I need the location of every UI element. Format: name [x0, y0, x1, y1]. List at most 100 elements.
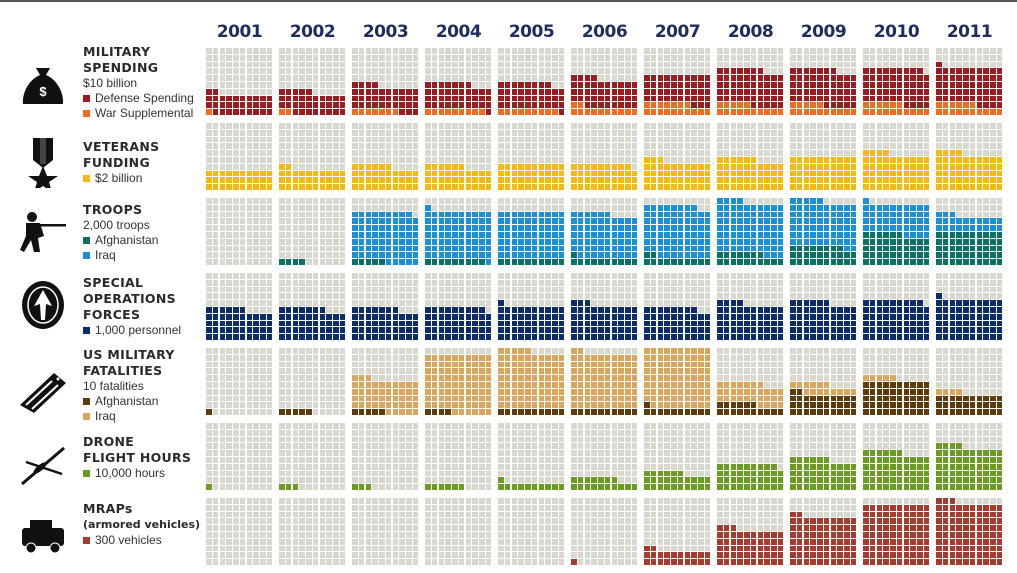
waffle-cell-filled	[591, 177, 597, 184]
waffle-cell-filled	[498, 225, 504, 231]
waffle-cell-filled	[956, 170, 962, 177]
waffle-cell-empty	[996, 273, 1003, 279]
waffle-cell-filled	[538, 232, 545, 238]
waffle-cell-empty	[279, 368, 285, 375]
waffle-cell-empty	[333, 245, 339, 252]
waffle-cell-filled	[545, 177, 551, 184]
waffle-cell-empty	[339, 198, 346, 204]
legend-swatch	[83, 110, 90, 117]
waffle-cell-empty	[445, 293, 451, 300]
waffle-cell-filled	[604, 177, 611, 184]
waffle-cell-filled	[531, 245, 538, 252]
waffle-cell-empty	[246, 232, 253, 238]
legend-label: Iraq	[95, 409, 116, 423]
waffle-cell-empty	[917, 123, 923, 129]
waffle-cell-empty	[399, 286, 405, 293]
waffle-cell-filled	[452, 238, 458, 245]
waffle-cell-filled	[518, 238, 524, 245]
waffle-cell-filled	[631, 313, 638, 320]
waffle-cell-empty	[552, 150, 558, 156]
waffle-cell-empty	[285, 361, 292, 368]
waffle-cell-empty	[285, 395, 292, 402]
waffle-cell-filled	[219, 184, 226, 190]
waffle-cell-empty	[239, 48, 246, 54]
waffle-cell-filled	[936, 150, 942, 156]
waffle-cell-empty	[266, 361, 273, 368]
waffle-cell-filled	[577, 313, 584, 320]
waffle-cell-filled	[625, 109, 631, 115]
waffle-cell-filled	[657, 82, 664, 88]
waffle-cell-filled	[233, 327, 239, 334]
waffle-cell-empty	[233, 82, 239, 88]
waffle-cell-filled	[379, 177, 385, 184]
waffle-cell-filled	[796, 245, 803, 252]
waffle-cell-empty	[233, 48, 239, 54]
waffle-cell-empty	[598, 279, 604, 286]
waffle-cell-empty	[737, 54, 743, 61]
waffle-cell-empty	[206, 218, 212, 225]
waffle-cell-empty	[292, 252, 299, 259]
waffle-cell-filled	[458, 368, 465, 375]
waffle-cell-filled	[339, 327, 346, 334]
waffle-cell-empty	[219, 68, 226, 75]
waffle-cell-filled	[790, 313, 796, 320]
waffle-cell-empty	[206, 157, 212, 163]
waffle-cell-filled	[650, 75, 657, 81]
waffle-cell-filled	[511, 327, 518, 334]
waffle-cell-filled	[757, 75, 764, 81]
waffle-cell-empty	[976, 286, 983, 293]
waffle-cell-filled	[392, 402, 399, 409]
waffle-cell-empty	[352, 136, 358, 143]
waffle-cell-empty	[990, 123, 996, 129]
waffle-block-specops-2008	[717, 273, 784, 341]
waffle-cell-filled	[545, 313, 551, 320]
waffle-cell-empty	[531, 143, 538, 150]
waffle-cell-empty	[266, 123, 273, 129]
waffle-cell-empty	[644, 293, 650, 300]
waffle-cell-filled	[545, 354, 551, 361]
waffle-cell-empty	[339, 300, 346, 306]
waffle-cell-filled	[611, 307, 618, 313]
waffle-cell-filled	[810, 184, 816, 190]
waffle-cell-filled	[498, 313, 504, 320]
waffle-cell-empty	[485, 163, 492, 170]
waffle-cell-filled	[438, 307, 445, 313]
waffle-cell-filled	[757, 68, 764, 75]
waffle-cell-empty	[936, 198, 942, 204]
waffle-cell-filled	[631, 177, 638, 184]
waffle-cell-empty	[326, 82, 332, 88]
waffle-cell-filled	[837, 163, 843, 170]
waffle-cell-empty	[618, 157, 624, 163]
waffle-cell-filled	[817, 320, 823, 327]
waffle-cell-empty	[844, 61, 850, 68]
waffle-cell-filled	[790, 259, 796, 265]
waffle-cell-empty	[206, 279, 212, 286]
waffle-cell-filled	[810, 300, 816, 306]
waffle-cell-empty	[292, 61, 299, 68]
waffle-cell-empty	[292, 245, 299, 252]
waffle-cell-empty	[677, 300, 684, 306]
waffle-cell-filled	[598, 177, 604, 184]
waffle-cell-filled	[326, 184, 332, 190]
waffle-cell-empty	[372, 48, 378, 54]
waffle-block-troops-2005	[498, 198, 565, 266]
waffle-cell-filled	[650, 95, 657, 102]
waffle-cell-filled	[837, 245, 843, 252]
waffle-cell-empty	[326, 198, 332, 204]
waffle-cell-filled	[479, 354, 485, 361]
waffle-cell-empty	[206, 348, 212, 354]
waffle-cell-filled	[790, 102, 796, 109]
waffle-cell-filled	[399, 184, 405, 190]
waffle-cell-filled	[936, 238, 942, 245]
waffle-cell-empty	[239, 245, 246, 252]
waffle-cell-filled	[650, 225, 657, 231]
waffle-cell-empty	[312, 48, 319, 54]
waffle-cell-empty	[326, 157, 332, 163]
waffle-cell-filled	[757, 334, 764, 340]
waffle-cell-filled	[704, 238, 711, 245]
waffle-cell-empty	[942, 293, 949, 300]
waffle-cell-empty	[803, 150, 810, 156]
waffle-cell-filled	[312, 109, 319, 115]
waffle-cell-empty	[996, 204, 1003, 211]
waffle-cell-empty	[212, 82, 219, 88]
